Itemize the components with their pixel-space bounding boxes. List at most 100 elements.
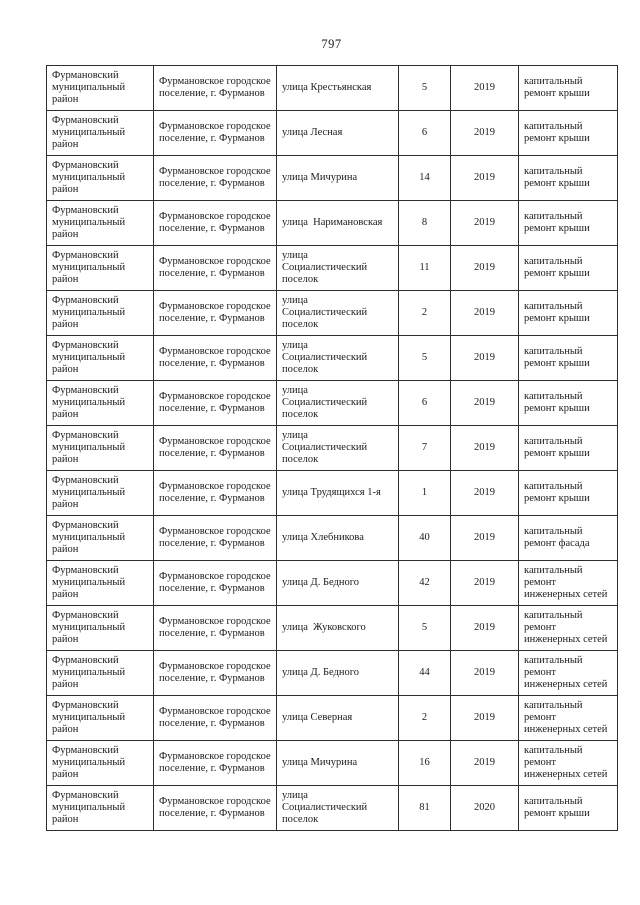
house-number-cell: 2 — [398, 290, 451, 336]
table-row: Фурмановский муниципальный район Фурманов… — [46, 425, 618, 471]
work-type-cell: капитальный ремонт крыши — [518, 200, 618, 246]
table-row: Фурмановский муниципальный район Фурманов… — [46, 155, 618, 201]
table-row: Фурмановский муниципальный район Фурманов… — [46, 515, 618, 561]
work-type-cell: капитальный ремонт крыши — [518, 65, 618, 111]
work-type-cell: капитальный ремонт инженерных сетей — [518, 650, 618, 696]
street-cell: улица Лесная — [276, 110, 399, 156]
settlement-cell: Фурмановское городское поселение, г. Фур… — [153, 335, 277, 381]
year-cell: 2019 — [450, 605, 519, 651]
street-cell: улица Северная — [276, 695, 399, 741]
street-cell: улица Мичурина — [276, 155, 399, 201]
street-cell: улица Социалистический поселок — [276, 785, 399, 831]
house-number-cell: 81 — [398, 785, 451, 831]
district-cell: Фурмановский муниципальный район — [46, 695, 154, 741]
street-cell: улица Наримановская — [276, 200, 399, 246]
year-cell: 2020 — [450, 785, 519, 831]
settlement-cell: Фурмановское городское поселение, г. Фур… — [153, 560, 277, 606]
work-type-cell: капитальный ремонт фасада — [518, 515, 618, 561]
house-number-cell: 11 — [398, 245, 451, 291]
work-type-cell: капитальный ремонт крыши — [518, 110, 618, 156]
district-cell: Фурмановский муниципальный район — [46, 110, 154, 156]
work-type-cell: капитальный ремонт инженерных сетей — [518, 605, 618, 651]
year-cell: 2019 — [450, 650, 519, 696]
table-row: Фурмановский муниципальный район Фурманов… — [46, 110, 618, 156]
work-type-cell: капитальный ремонт крыши — [518, 335, 618, 381]
house-number-cell: 1 — [398, 470, 451, 516]
street-cell: улица Социалистический поселок — [276, 290, 399, 336]
house-number-cell: 8 — [398, 200, 451, 246]
district-cell: Фурмановский муниципальный район — [46, 785, 154, 831]
year-cell: 2019 — [450, 200, 519, 246]
settlement-cell: Фурмановское городское поселение, г. Фур… — [153, 605, 277, 651]
work-type-cell: капитальный ремонт крыши — [518, 470, 618, 516]
work-type-cell: капитальный ремонт крыши — [518, 155, 618, 201]
year-cell: 2019 — [450, 155, 519, 201]
street-cell: улица Д. Бедного — [276, 650, 399, 696]
table-row: Фурмановский муниципальный район Фурманов… — [46, 290, 618, 336]
settlement-cell: Фурмановское городское поселение, г. Фур… — [153, 110, 277, 156]
settlement-cell: Фурмановское городское поселение, г. Фур… — [153, 515, 277, 561]
capital-repair-table: Фурмановский муниципальный район Фурманов… — [46, 65, 618, 831]
house-number-cell: 5 — [398, 65, 451, 111]
work-type-cell: капитальный ремонт инженерных сетей — [518, 740, 618, 786]
street-cell: улица Социалистический поселок — [276, 335, 399, 381]
page-number: 797 — [321, 37, 342, 51]
street-cell: улица Жуковского — [276, 605, 399, 651]
year-cell: 2019 — [450, 515, 519, 561]
year-cell: 2019 — [450, 380, 519, 426]
district-cell: Фурмановский муниципальный район — [46, 65, 154, 111]
district-cell: Фурмановский муниципальный район — [46, 335, 154, 381]
street-cell: улица Социалистический поселок — [276, 245, 399, 291]
street-cell: улица Мичурина — [276, 740, 399, 786]
district-cell: Фурмановский муниципальный район — [46, 245, 154, 291]
work-type-cell: капитальный ремонт крыши — [518, 425, 618, 471]
house-number-cell: 6 — [398, 380, 451, 426]
settlement-cell: Фурмановское городское поселение, г. Фур… — [153, 785, 277, 831]
year-cell: 2019 — [450, 110, 519, 156]
table-row: Фурмановский муниципальный район Фурманов… — [46, 560, 618, 606]
district-cell: Фурмановский муниципальный район — [46, 290, 154, 336]
table-row: Фурмановский муниципальный район Фурманов… — [46, 245, 618, 291]
settlement-cell: Фурмановское городское поселение, г. Фур… — [153, 155, 277, 201]
district-cell: Фурмановский муниципальный район — [46, 470, 154, 516]
settlement-cell: Фурмановское городское поселение, г. Фур… — [153, 290, 277, 336]
house-number-cell: 2 — [398, 695, 451, 741]
settlement-cell: Фурмановское городское поселение, г. Фур… — [153, 380, 277, 426]
street-cell: улица Социалистический поселок — [276, 425, 399, 471]
settlement-cell: Фурмановское городское поселение, г. Фур… — [153, 470, 277, 516]
settlement-cell: Фурмановское городское поселение, г. Фур… — [153, 425, 277, 471]
district-cell: Фурмановский муниципальный район — [46, 200, 154, 246]
house-number-cell: 5 — [398, 605, 451, 651]
table-row: Фурмановский муниципальный район Фурманов… — [46, 380, 618, 426]
settlement-cell: Фурмановское городское поселение, г. Фур… — [153, 740, 277, 786]
district-cell: Фурмановский муниципальный район — [46, 605, 154, 651]
district-cell: Фурмановский муниципальный район — [46, 740, 154, 786]
district-cell: Фурмановский муниципальный район — [46, 425, 154, 471]
street-cell: улица Крестьянская — [276, 65, 399, 111]
settlement-cell: Фурмановское городское поселение, г. Фур… — [153, 200, 277, 246]
house-number-cell: 14 — [398, 155, 451, 201]
district-cell: Фурмановский муниципальный район — [46, 155, 154, 201]
work-type-cell: капитальный ремонт инженерных сетей — [518, 695, 618, 741]
table-row: Фурмановский муниципальный район Фурманов… — [46, 785, 618, 831]
year-cell: 2019 — [450, 425, 519, 471]
table-row: Фурмановский муниципальный район Фурманов… — [46, 335, 618, 381]
year-cell: 2019 — [450, 65, 519, 111]
house-number-cell: 44 — [398, 650, 451, 696]
year-cell: 2019 — [450, 695, 519, 741]
house-number-cell: 42 — [398, 560, 451, 606]
work-type-cell: капитальный ремонт крыши — [518, 290, 618, 336]
year-cell: 2019 — [450, 470, 519, 516]
work-type-cell: капитальный ремонт крыши — [518, 785, 618, 831]
table-row: Фурмановский муниципальный район Фурманов… — [46, 650, 618, 696]
house-number-cell: 40 — [398, 515, 451, 561]
settlement-cell: Фурмановское городское поселение, г. Фур… — [153, 695, 277, 741]
district-cell: Фурмановский муниципальный район — [46, 380, 154, 426]
district-cell: Фурмановский муниципальный район — [46, 560, 154, 606]
settlement-cell: Фурмановское городское поселение, г. Фур… — [153, 65, 277, 111]
page-content: 797 Фурмановский муниципальный район Фурм… — [46, 0, 618, 831]
street-cell: улица Трудящихся 1-я — [276, 470, 399, 516]
work-type-cell: капитальный ремонт крыши — [518, 380, 618, 426]
table-row: Фурмановский муниципальный район Фурманов… — [46, 605, 618, 651]
